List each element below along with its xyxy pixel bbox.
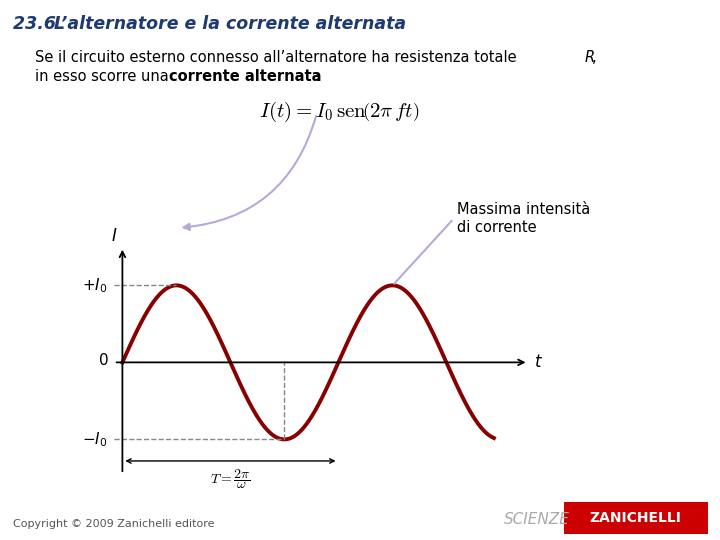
Text: I: I — [112, 227, 116, 245]
Text: Copyright © 2009 Zanichelli editore: Copyright © 2009 Zanichelli editore — [13, 519, 215, 529]
Text: in esso scorre una: in esso scorre una — [35, 69, 173, 84]
Text: 0: 0 — [99, 353, 109, 368]
Text: $I(t) = I_0\,\mathrm{sen}\!\left(2\pi\, ft\right)$: $I(t) = I_0\,\mathrm{sen}\!\left(2\pi\, … — [259, 100, 420, 124]
Text: $+I_0$: $+I_0$ — [82, 276, 108, 295]
Text: $-I_0$: $-I_0$ — [82, 430, 108, 449]
Text: Massima intensità
di corrente: Massima intensità di corrente — [457, 202, 590, 235]
Text: $T = \dfrac{2\pi}{\omega}$: $T = \dfrac{2\pi}{\omega}$ — [210, 468, 251, 491]
Text: corrente alternata: corrente alternata — [169, 69, 322, 84]
Text: ,: , — [592, 50, 596, 65]
Text: t: t — [535, 353, 541, 372]
Text: SCIENZE: SCIENZE — [504, 511, 570, 526]
Text: :: : — [315, 69, 320, 84]
Text: Se il circuito esterno connesso all’alternatore ha resistenza totale: Se il circuito esterno connesso all’alte… — [35, 50, 526, 65]
Text: ZANICHELLI: ZANICHELLI — [590, 511, 682, 525]
Text: R: R — [585, 50, 595, 65]
Text: 23.6: 23.6 — [13, 15, 62, 33]
Text: L’alternatore e la corrente alternata: L’alternatore e la corrente alternata — [54, 15, 406, 33]
